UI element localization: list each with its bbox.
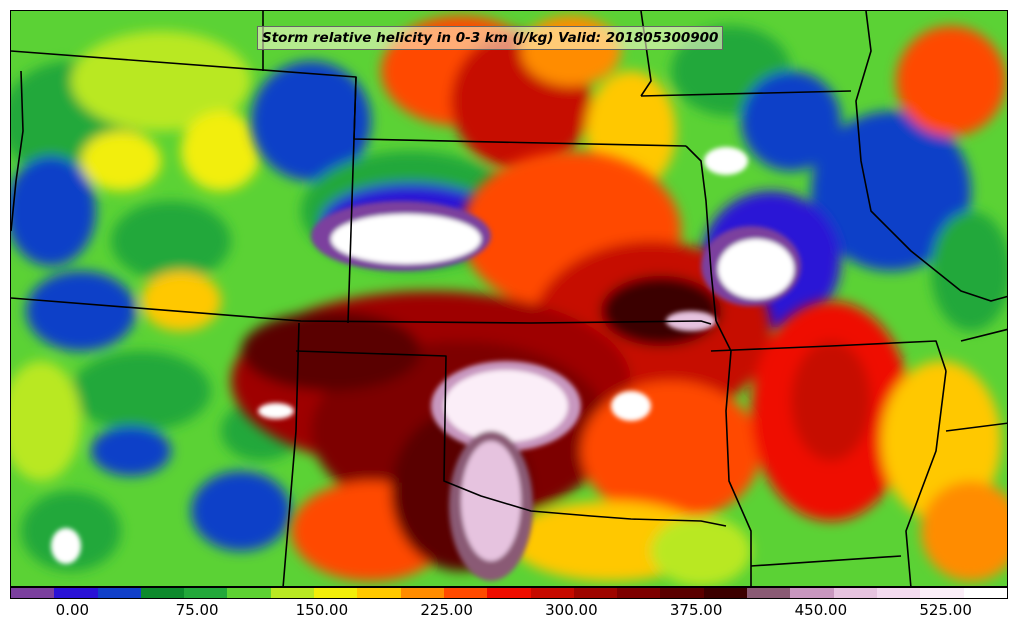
colorbar-tick-label: 300.00 bbox=[545, 601, 598, 619]
colorbar-segment bbox=[573, 588, 618, 598]
colorbar-tick-label: 525.00 bbox=[919, 601, 972, 619]
high-values-field bbox=[51, 147, 801, 581]
colorbar-segment bbox=[703, 588, 748, 598]
boundary-line bbox=[960, 328, 1007, 342]
colorbar-tick-label: 375.00 bbox=[669, 601, 723, 619]
colorbar-segment bbox=[487, 588, 531, 598]
colorbar bbox=[10, 587, 1008, 599]
colorbar-segment bbox=[963, 588, 1007, 598]
colorbar-segment bbox=[920, 588, 964, 598]
colorbar-segment bbox=[443, 588, 488, 598]
western-field bbox=[11, 31, 301, 571]
colorbar-tick-label: 150.00 bbox=[295, 601, 349, 619]
boundary-line bbox=[11, 297, 532, 324]
colorbar-segment bbox=[357, 588, 401, 598]
colorbar-segment bbox=[617, 588, 661, 598]
colorbar-tick-label: 450.00 bbox=[794, 601, 848, 619]
colorbar-tick-labels: 0.00 75.00 150.00 225.00 300.00 375.00 450.00 5… bbox=[10, 601, 1008, 623]
boundary-line bbox=[685, 145, 717, 322]
boundary-line bbox=[855, 11, 1007, 302]
colorbar-tick-label: 75.00 bbox=[175, 601, 219, 619]
colorbar-segment bbox=[54, 588, 98, 598]
colorbar-segment bbox=[270, 588, 315, 598]
colorbar-segment bbox=[660, 588, 704, 598]
boundary-line bbox=[640, 90, 852, 97]
colorbar-segment bbox=[11, 588, 55, 598]
boundary-line bbox=[530, 320, 712, 325]
boundary-line bbox=[710, 340, 947, 372]
map-title: Storm relative helicity in 0-3 km (J/kg)… bbox=[257, 26, 724, 50]
boundary-line bbox=[750, 555, 902, 567]
boundary-line bbox=[11, 70, 24, 232]
colorbar-segment bbox=[184, 588, 228, 598]
colorbar-segment bbox=[530, 588, 574, 598]
boundary-line bbox=[282, 322, 300, 586]
colorbar-segment bbox=[833, 588, 877, 598]
boundary-line bbox=[715, 320, 752, 586]
colorbar-tick-label: 225.00 bbox=[420, 601, 473, 619]
colorbar-segment bbox=[876, 588, 921, 598]
colorbar-segment bbox=[314, 588, 358, 598]
colorbar-tick-label: 0.00 bbox=[55, 601, 90, 619]
colorbar-segment bbox=[747, 588, 791, 598]
boundary-line bbox=[905, 370, 947, 586]
boundary-line bbox=[945, 422, 1007, 432]
map-panel: Storm relative helicity in 0-3 km (J/kg)… bbox=[10, 10, 1008, 587]
boundary-line bbox=[295, 350, 727, 527]
colorbar-segment bbox=[140, 588, 185, 598]
colorbar-segment bbox=[400, 588, 444, 598]
helicity-map bbox=[11, 11, 1007, 586]
colorbar-segment bbox=[227, 588, 271, 598]
colorbar-segment bbox=[790, 588, 834, 598]
state-boundaries bbox=[11, 11, 1007, 586]
colorbar-segment bbox=[97, 588, 141, 598]
boundary-line bbox=[347, 76, 357, 324]
